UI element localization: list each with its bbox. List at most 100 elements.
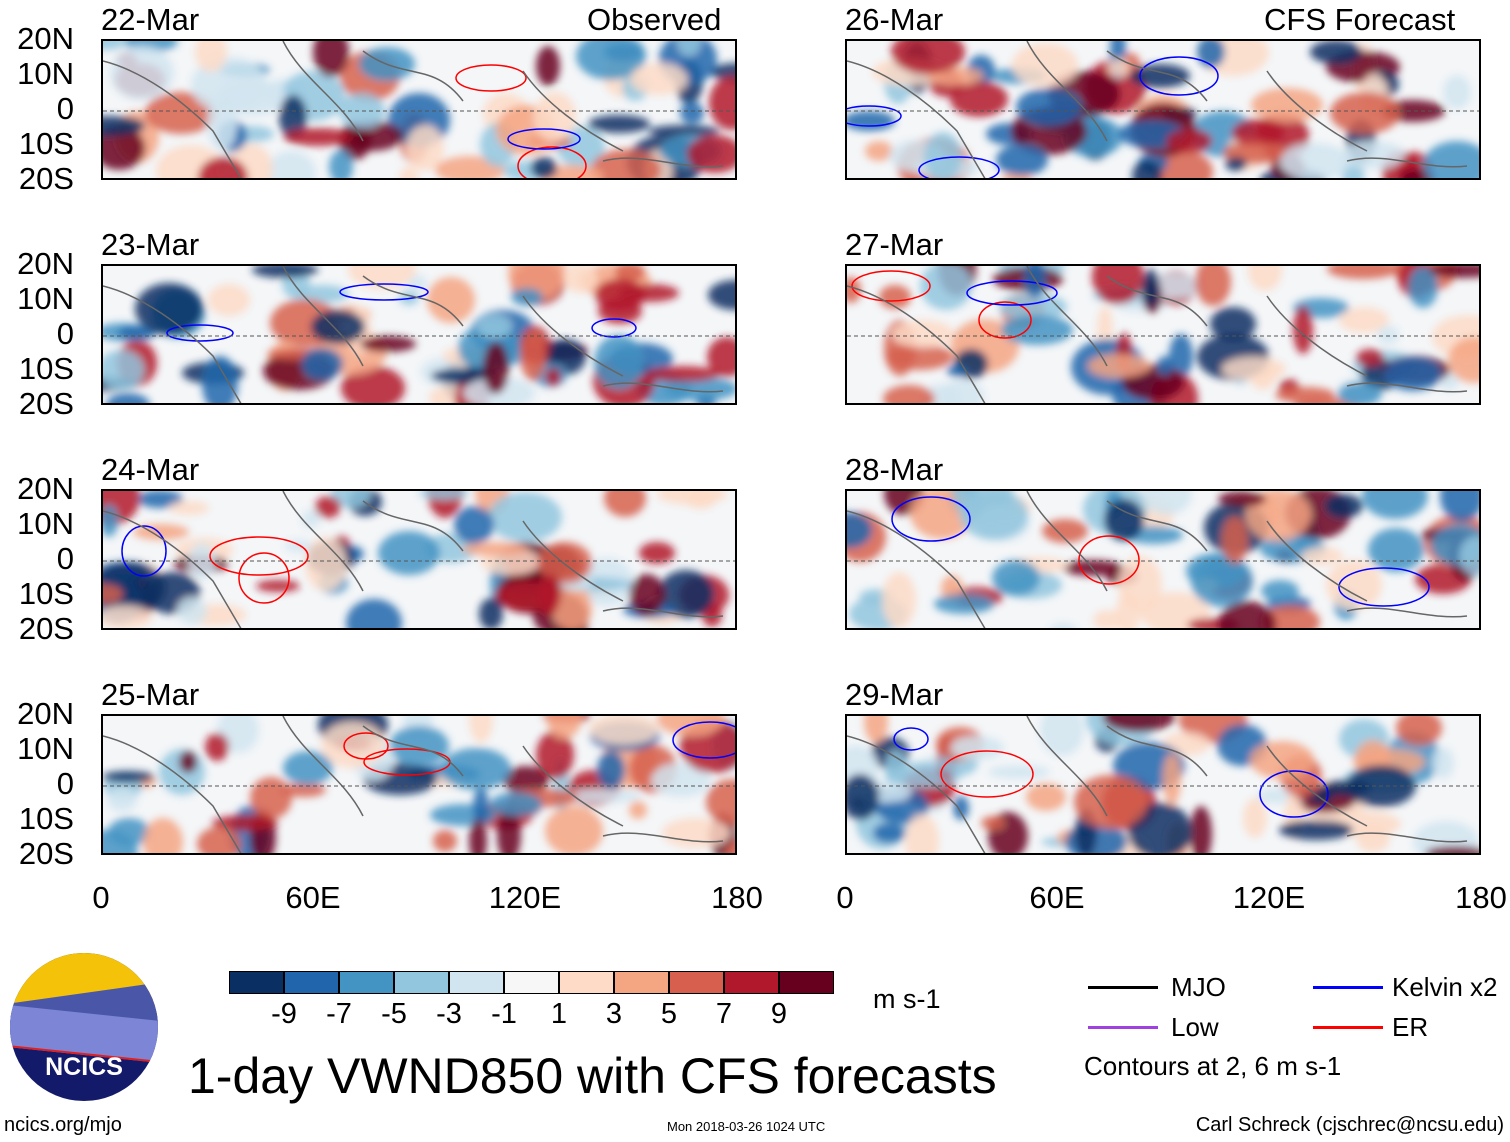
lon-label: 60E (1029, 880, 1085, 915)
contour (343, 732, 389, 760)
vwnd-field (103, 266, 735, 403)
coastlines (103, 491, 724, 628)
colorbar-swatch (724, 971, 779, 994)
lat-label: 10N (17, 281, 74, 316)
coastlines (103, 41, 724, 178)
lon-label: 120E (488, 880, 562, 915)
coastlines (103, 266, 724, 403)
colorbar-units: m s-1 (873, 984, 941, 1014)
legend-low: Low (1171, 1012, 1219, 1042)
legend-kelvin-line (1313, 986, 1383, 989)
lon-label: 0 (92, 880, 110, 915)
contour (517, 146, 587, 178)
contour (209, 536, 309, 576)
colorbar-swatch (614, 971, 669, 994)
coastlines (847, 266, 1468, 403)
lat-label: 20N (17, 696, 74, 731)
contour (940, 750, 1034, 798)
legend-er: ER (1392, 1012, 1429, 1042)
vwnd-field (847, 266, 1479, 403)
colorbar-swatch (449, 971, 504, 994)
lat-label: 0 (56, 541, 74, 576)
footer-url[interactable]: ncics.org/mjo (4, 1114, 122, 1136)
panel-date: 26-Mar (845, 2, 944, 37)
panel-date: 22-Mar (101, 2, 200, 37)
colorbar-swatch (504, 971, 559, 994)
colorbar-label: -9 (271, 998, 297, 1030)
lat-label: 10S (18, 351, 74, 386)
lat-label: 10S (18, 576, 74, 611)
contour (166, 324, 234, 342)
lat-label: 10S (18, 126, 74, 161)
contour (891, 496, 971, 542)
lat-label: 20S (18, 386, 74, 421)
legend-mjo-line (1088, 986, 1158, 989)
colorbar-swatch (779, 971, 834, 994)
legend-kelvin: Kelvin x2 (1392, 972, 1498, 1002)
lon-label: 120E (1232, 880, 1306, 915)
map-panel-forecast (845, 714, 1481, 855)
contour (507, 128, 581, 150)
lon-label: 60E (285, 880, 341, 915)
contour (238, 552, 290, 604)
colorbar-swatch (284, 971, 339, 994)
contour-note: Contours at 2, 6 m s-1 (1084, 1051, 1342, 1081)
panel-date: 29-Mar (845, 677, 944, 712)
lat-label: 20N (17, 21, 74, 56)
contour (1139, 56, 1219, 96)
lat-label: 0 (56, 316, 74, 351)
vwnd-field (103, 491, 735, 628)
lat-label: 20S (18, 611, 74, 646)
colorbar-swatch (229, 971, 284, 994)
map-panel-observed (101, 489, 737, 630)
colorbar-label: 5 (660, 998, 678, 1030)
panel-date: 23-Mar (101, 227, 200, 262)
contour (1259, 770, 1329, 818)
contour (121, 525, 167, 577)
colorbar-swatch (394, 971, 449, 994)
contour (966, 280, 1058, 306)
colorbar-label: 3 (605, 998, 623, 1030)
colorbar-label: -1 (491, 998, 517, 1030)
lat-label: 0 (56, 91, 74, 126)
colorbar-label: -7 (326, 998, 352, 1030)
colorbar-swatch (339, 971, 394, 994)
coastlines (103, 716, 724, 853)
lat-label: 20N (17, 246, 74, 281)
map-panel-observed (101, 264, 737, 405)
vwnd-field (847, 41, 1479, 178)
legend-mjo: MJO (1171, 972, 1226, 1002)
colorbar-label: -5 (381, 998, 407, 1030)
colorbar-swatch (669, 971, 724, 994)
figure-title: 1-day VWND850 with CFS forecasts (188, 1048, 997, 1104)
footer-credit: Carl Schreck (cjschrec@ncsu.edu) (1195, 1114, 1504, 1136)
footer-timestamp: Mon 2018-03-26 1024 UTC (667, 1119, 826, 1134)
lat-label: 10S (18, 801, 74, 836)
legend-er-line (1313, 1026, 1383, 1029)
vwnd-field (103, 716, 735, 853)
map-panel-forecast (845, 39, 1481, 180)
logo-text: NCICS (45, 1053, 123, 1081)
contour (1338, 567, 1430, 607)
colorbar-label: 1 (550, 998, 568, 1030)
contour (339, 283, 429, 301)
ncics-logo: NCICS (10, 953, 158, 1101)
lat-label: 20S (18, 836, 74, 871)
panel-date: 25-Mar (101, 677, 200, 712)
lat-label: 20N (17, 471, 74, 506)
map-panel-forecast (845, 489, 1481, 630)
contour (847, 105, 902, 127)
lat-label: 10N (17, 506, 74, 541)
lon-label: 180 (711, 880, 763, 915)
map-panel-forecast (845, 264, 1481, 405)
coastlines (847, 41, 1468, 178)
contour (851, 270, 931, 302)
lat-label: 10N (17, 56, 74, 91)
observed-header: Observed (587, 2, 722, 37)
lat-label: 20S (18, 161, 74, 196)
lat-label: 10N (17, 731, 74, 766)
contour (591, 318, 637, 338)
coastlines (847, 716, 1468, 853)
colorbar-label: 9 (770, 998, 788, 1030)
colorbar-label: -3 (436, 998, 462, 1030)
